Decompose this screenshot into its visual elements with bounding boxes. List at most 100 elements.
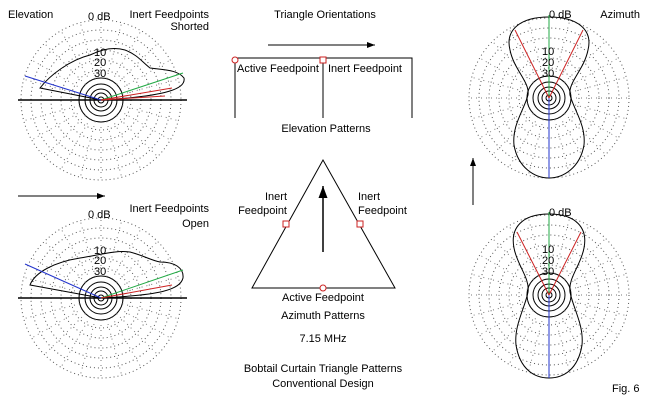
grid-spoke [570,76,627,93]
label: Feedpoint [358,205,407,217]
ring-label: 20 [542,57,554,69]
grid-spoke [564,113,606,155]
radial [514,29,550,99]
radial [100,269,184,299]
grid-ring [478,27,620,169]
pattern [39,47,185,101]
grid-spoke [508,313,539,365]
grid-spoke [570,273,627,290]
grid-ring [488,37,610,159]
grid-spoke [116,115,158,157]
grid-spoke [60,316,91,368]
ring-label: 20 [542,255,554,267]
figure-label: Fig. 6 [612,383,640,395]
radial [548,29,584,99]
grid-spoke [554,217,571,274]
grid-ring [488,234,610,356]
grid-spoke [111,118,142,170]
label: Active Feedpoint [237,63,319,75]
ring-label: 30 [542,68,554,80]
ring-label: 0 dB [88,209,111,221]
grid-spoke [554,20,571,77]
grid-spoke [31,59,83,90]
grid-spoke [119,110,171,141]
feedpoint [356,220,364,228]
grid-spoke [508,28,539,80]
grid-spoke [564,310,606,352]
feedpoint [282,220,290,228]
grid-spoke [44,43,86,85]
ring-label: 10 [94,47,106,59]
grid-spoke [79,121,96,178]
grid-spoke [479,57,531,88]
grid-spoke [559,225,590,277]
label: Triangle Orientations [274,9,376,21]
feedpoint [319,56,327,64]
radial [24,263,102,299]
radial [24,75,102,101]
polar-grids [20,17,630,379]
grid-spoke [527,316,544,373]
caption: Inert Feedpoints [130,9,210,21]
ring-label: 0 dB [549,9,572,21]
feedpoint [319,284,327,292]
grid-spoke [567,57,619,88]
ring-label: 30 [94,68,106,80]
grid-spoke [31,308,83,339]
label: Active Feedpoint [282,292,364,304]
ring-label: 20 [94,57,106,69]
ring-label: 0 dB [549,207,572,219]
grid-spoke [106,220,123,277]
radial [100,95,166,101]
grid-ring [478,224,620,366]
label: Inert Feedpoint [328,63,402,75]
caption: Inert Feedpoints [130,203,210,215]
grid-spoke [106,22,123,79]
grid-ring [518,67,580,129]
grid-spoke [559,28,590,80]
heading: Elevation [8,9,53,21]
feedpoint [231,56,239,64]
radial [100,87,173,101]
ring-label: 10 [94,245,106,257]
grid-spoke [60,118,91,170]
label: Elevation Patterns [281,123,371,135]
radial [548,231,582,296]
grid-ring [498,244,600,346]
grid-spoke [116,241,158,283]
grid-spoke [492,113,534,155]
title: Bobtail Curtain Triangle Patterns [244,363,403,375]
grid-spoke [559,313,590,365]
ring-label: 0 dB [88,11,111,23]
grid-spoke [564,238,606,280]
radial [516,231,550,296]
heading: Azimuth [600,9,640,21]
ring-label: 10 [542,244,554,256]
label: Inert [358,191,380,203]
grid-spoke [79,319,96,376]
grid-spoke [119,308,171,339]
grid-spoke [60,228,91,280]
label: 7.15 MHz [299,333,346,345]
grid-spoke [44,241,86,283]
grid-ring [498,47,600,149]
label: Feedpoint [238,205,287,217]
ring-label: 10 [542,46,554,58]
caption: Open [182,218,209,230]
grid-spoke [122,276,179,293]
grid-spoke [479,108,531,139]
grid-spoke [116,313,158,355]
grid-spoke [31,110,83,141]
ring-label: 30 [542,266,554,278]
grid-spoke [527,119,544,176]
grid-spoke [564,41,606,83]
grid-spoke [31,257,83,288]
radial [100,284,173,299]
label: Azimuth Patterns [281,310,365,322]
grid-spoke [44,115,86,157]
grid-spoke [492,238,534,280]
radial [100,72,184,101]
ring-label: 20 [94,255,106,267]
subtitle: Conventional Design [272,378,374,390]
